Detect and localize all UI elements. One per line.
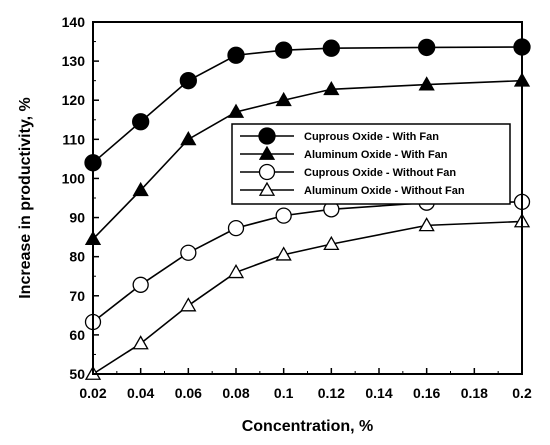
data-point xyxy=(275,207,292,224)
legend-label: Cuprous Oxide - Without Fan xyxy=(304,167,456,179)
series-line xyxy=(92,201,523,323)
x-tick-label: 0.16 xyxy=(413,385,440,401)
data-point xyxy=(227,46,245,64)
data-point xyxy=(258,127,276,145)
data-point xyxy=(275,91,292,107)
legend-entry: Cuprous Oxide - With Fan xyxy=(240,127,439,145)
data-point xyxy=(227,103,245,118)
legend-box xyxy=(231,123,511,205)
series-line xyxy=(92,220,523,375)
y-tick-label: 80 xyxy=(69,249,85,265)
data-point xyxy=(227,219,245,237)
data-point xyxy=(132,113,150,131)
x-tick-label: 0.02 xyxy=(79,385,106,401)
y-tick-label: 140 xyxy=(62,14,86,30)
x-axis-title: Concentration, % xyxy=(242,418,374,435)
data-point xyxy=(418,38,436,57)
legend-entry: Cuprous Oxide - Without Fan xyxy=(240,163,456,181)
data-point xyxy=(180,131,197,146)
series-3 xyxy=(84,193,531,331)
x-tick-label: 0.1 xyxy=(274,385,294,401)
legend-label: Aluminum Oxide - Without Fan xyxy=(304,185,465,197)
y-axis-ticks: 50 60 70 80 90 100 110 120 130 140 xyxy=(62,14,99,382)
legend: Cuprous Oxide - With Fan Aluminum Oxide -… xyxy=(231,123,511,205)
data-point xyxy=(227,264,245,279)
data-point xyxy=(418,217,435,232)
x-axis-ticks: 0.02 0.04 0.06 0.08 0.1 0.12 0.14 0.16 0.18 0.2 xyxy=(79,368,532,401)
data-point xyxy=(132,335,149,350)
data-point xyxy=(180,244,197,261)
data-point xyxy=(132,276,149,293)
x-tick-label: 0.2 xyxy=(512,385,532,401)
y-tick-label: 50 xyxy=(69,366,85,382)
y-tick-label: 90 xyxy=(69,210,85,226)
y-tick-label: 110 xyxy=(62,131,85,147)
legend-entry: Aluminum Oxide - With Fan xyxy=(240,145,448,161)
x-tick-label: 0.06 xyxy=(175,385,202,401)
legend-label: Cuprous Oxide - With Fan xyxy=(304,131,439,143)
y-tick-label: 60 xyxy=(69,327,85,343)
data-point xyxy=(258,145,276,160)
data-point xyxy=(275,246,292,261)
data-point xyxy=(258,181,276,196)
series-4 xyxy=(84,213,531,380)
data-point xyxy=(258,163,276,181)
y-tick-label: 120 xyxy=(62,92,86,108)
x-tick-label: 0.12 xyxy=(318,385,345,401)
data-point xyxy=(322,39,340,57)
legend-label: Aluminum Oxide - With Fan xyxy=(304,149,448,161)
data-point xyxy=(323,235,340,251)
data-point xyxy=(180,297,197,312)
y-tick-label: 100 xyxy=(62,170,86,186)
data-point xyxy=(323,80,340,96)
y-tick-label: 70 xyxy=(69,288,85,304)
series-line xyxy=(92,79,523,240)
y-tick-label: 130 xyxy=(62,53,86,69)
data-point xyxy=(418,76,435,91)
x-tick-label: 0.18 xyxy=(461,385,488,401)
x-tick-label: 0.04 xyxy=(127,385,154,401)
legend-entry: Aluminum Oxide - Without Fan xyxy=(240,181,465,197)
series-layer xyxy=(84,38,531,380)
data-point xyxy=(179,72,197,90)
series-line xyxy=(92,46,523,164)
plot-area-frame xyxy=(92,21,523,375)
y-axis-title: Increase in productivity, % xyxy=(17,97,34,299)
data-point xyxy=(132,181,149,197)
x-tick-label: 0.08 xyxy=(222,385,249,401)
data-point xyxy=(275,41,293,59)
x-tick-label: 0.14 xyxy=(365,385,392,401)
